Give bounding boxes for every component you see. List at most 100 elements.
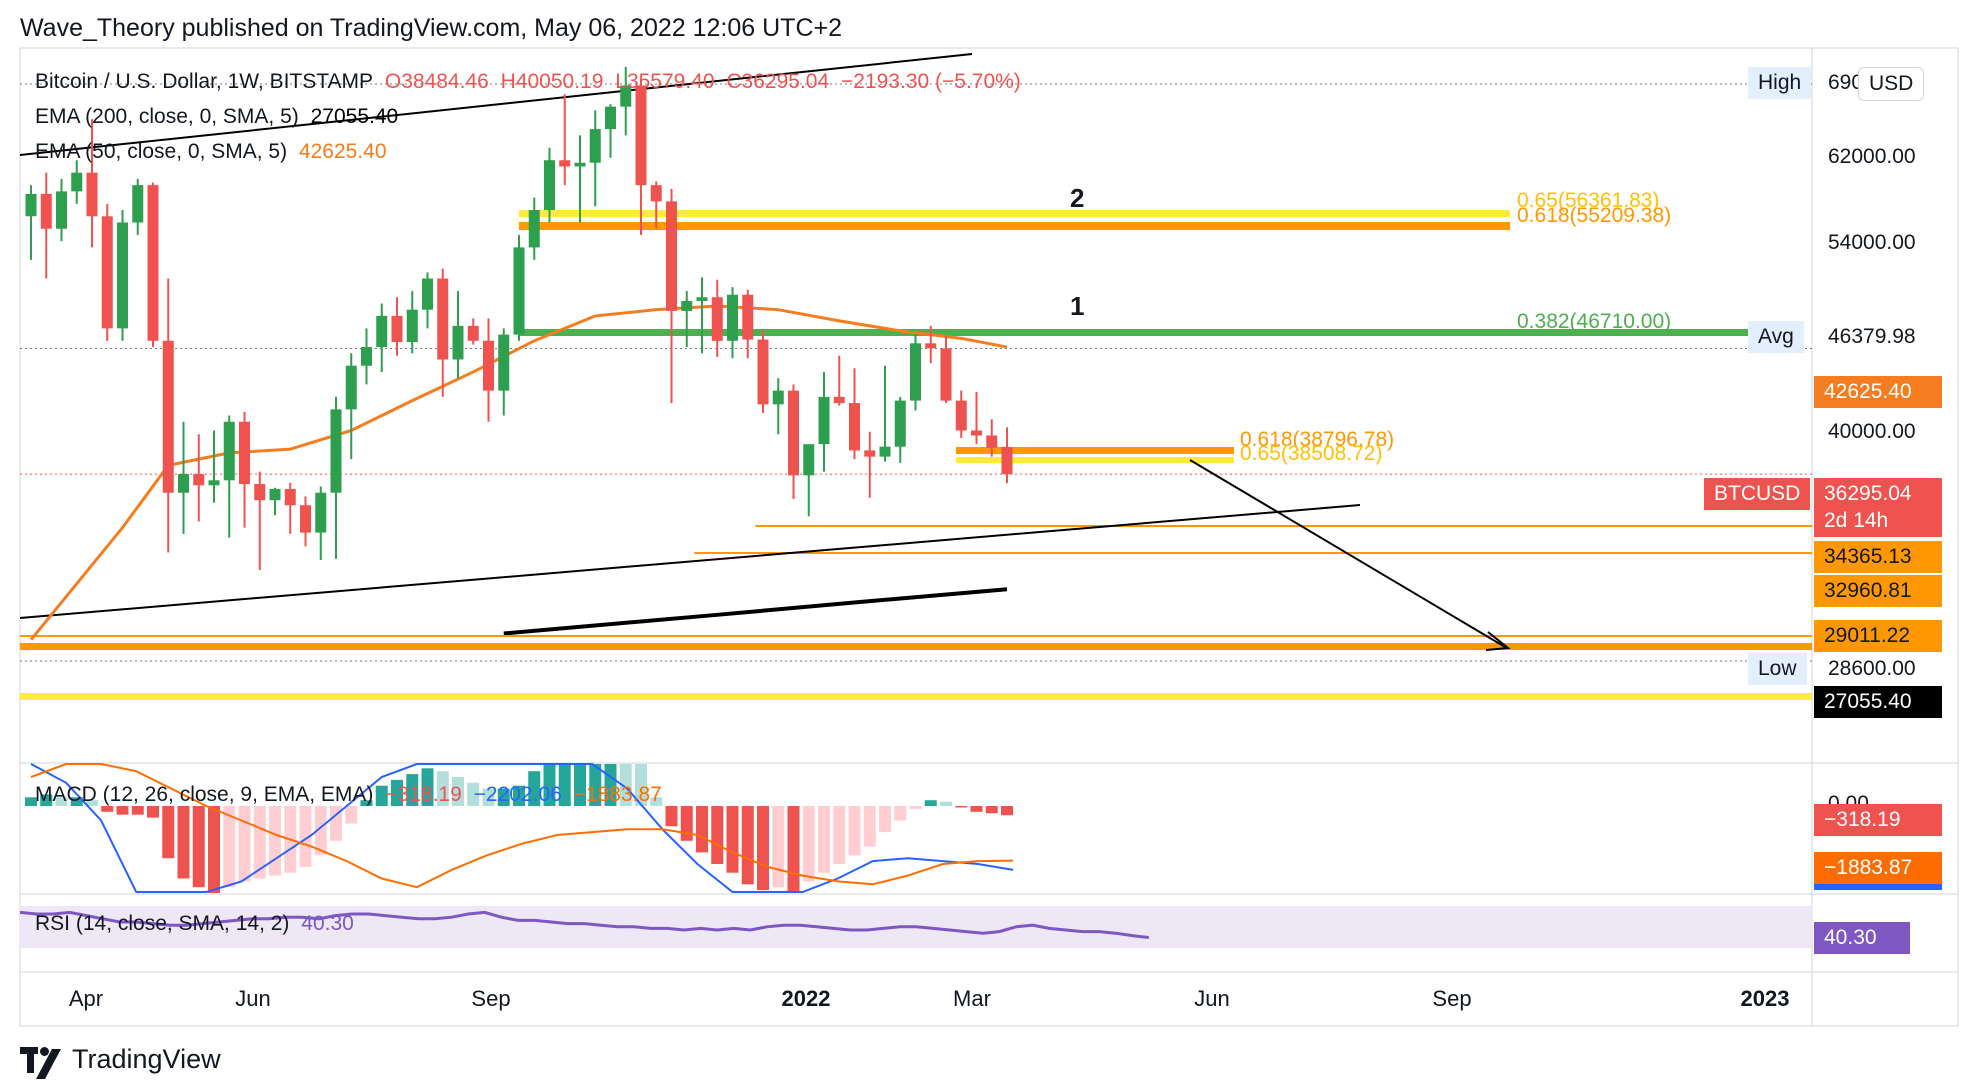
avg-label: Avg (1748, 321, 1804, 353)
high-label: High (1748, 67, 1812, 99)
candle (437, 268, 449, 397)
fib-065-upper-band (519, 210, 1510, 217)
macd-histogram-bar (970, 806, 983, 812)
candle-body (574, 162, 586, 167)
price-tick-54000: 54000.00 (1828, 231, 1916, 254)
ema200-layer (503, 587, 1008, 636)
macd-histogram-bar (208, 806, 220, 893)
time-axis-label: Jun (1194, 986, 1229, 1011)
tradingview-logo-icon (20, 1046, 62, 1079)
candle-body (864, 450, 876, 457)
macd-histogram-bar (436, 771, 449, 806)
legend-macd-signal: −1883.87 (573, 783, 662, 806)
fib-0382-band (519, 329, 1777, 336)
legend-symbol: Bitcoin / U.S. Dollar, 1W, BITSTAMP (35, 70, 374, 93)
candle-body (391, 315, 403, 343)
candle-body (345, 365, 357, 410)
level-tag-29011: 29011.22 (1814, 620, 1942, 652)
candle (742, 289, 754, 359)
macd-histogram-bar (1001, 806, 1013, 816)
legend-ema50-label: EMA (50, close, 0, SMA, 5) (35, 140, 288, 163)
trendline-layer (19, 53, 1511, 651)
candle (589, 110, 601, 207)
macd-histogram-bar (818, 806, 830, 873)
candle-body (56, 191, 67, 229)
projection-arrowhead (1485, 631, 1511, 651)
candle-body (40, 193, 52, 229)
candle-body (528, 210, 540, 248)
candle (513, 234, 525, 341)
macd-histogram-bar (25, 797, 37, 806)
macd-histogram-bar (192, 806, 205, 888)
macd-histogram-bar (391, 779, 403, 806)
legend-symbol-row: Bitcoin / U.S. Dollar, 1W, BITSTAMP O384… (35, 70, 1027, 94)
candle (650, 181, 662, 229)
time-axis-label: Sep (1432, 986, 1471, 1011)
legend-change: −2193.30 (−5.70%) (841, 70, 1021, 93)
macd-histogram-bar (772, 806, 785, 888)
candle (1001, 427, 1013, 484)
legend-ema200-label: EMA (200, close, 0, SMA, 5) (35, 105, 299, 128)
candle (71, 160, 83, 204)
candle-body (940, 348, 952, 401)
macd-histogram-bar (406, 774, 419, 806)
time-axis-label: 2023 (1741, 986, 1790, 1011)
legend-ema200-row: EMA (200, close, 0, SMA, 5) 27055.40 (35, 105, 404, 129)
macd-histogram-bar (909, 806, 922, 809)
candle-body (559, 160, 571, 167)
price-tick-62000: 62000.00 (1828, 145, 1916, 168)
candle-body (910, 343, 921, 401)
fib-065-upper-label: 0.65(56361.83) (1517, 189, 1659, 212)
ema200-price-tag: 27055.40 (1814, 686, 1942, 718)
time-axis-label: Jun (235, 986, 270, 1011)
candle-body (986, 435, 998, 448)
candle (788, 384, 799, 499)
candle (315, 486, 327, 561)
macd-histogram-bar (467, 782, 480, 806)
candle (162, 278, 174, 553)
macd-signal-tag: −1883.87 (1814, 852, 1942, 884)
legend-macd-line: −2202.06 (473, 783, 562, 806)
macd-histogram-bar (619, 764, 632, 806)
macd-layer (25, 763, 1014, 893)
legend-low: L35579.40 (615, 70, 715, 93)
macd-histogram-bar (543, 764, 556, 806)
macd-histogram-bar (879, 806, 891, 833)
macd-histogram-bar (482, 788, 495, 806)
candle-body (818, 396, 830, 445)
candle-body (101, 216, 113, 329)
candle-body (681, 300, 693, 311)
candle (269, 487, 281, 516)
candle-body (589, 129, 601, 163)
currency-button[interactable]: USD (1858, 67, 1925, 101)
candle-body (544, 160, 555, 211)
candle (757, 329, 769, 414)
candle-body (711, 297, 723, 341)
candle (132, 178, 144, 235)
macd-histogram-bar (253, 806, 266, 879)
macd-histogram-bar (940, 801, 952, 806)
candle-body (452, 325, 464, 360)
macd-histogram-bar (238, 806, 251, 882)
candle (879, 365, 891, 462)
candle-body (650, 185, 662, 202)
candle (25, 185, 37, 260)
macd-histogram-bar (757, 806, 769, 891)
candle (178, 421, 189, 534)
symbol-tag: BTCUSD (1704, 478, 1811, 510)
level-tag-32960: 32960.81 (1814, 575, 1942, 607)
candle-body (696, 297, 708, 301)
candle-body (635, 85, 647, 186)
macd-histogram-bar (55, 797, 68, 806)
candle (56, 178, 67, 242)
tradingview-logo[interactable]: TradingView (20, 1044, 221, 1079)
macd-signal-line (30, 763, 1014, 889)
candle-body (833, 396, 845, 404)
candle-body (620, 85, 632, 107)
macd-histogram-bar (894, 806, 907, 821)
tradingview-brand-text: TradingView (72, 1044, 221, 1074)
candle (391, 297, 403, 356)
candle-body (788, 390, 799, 476)
candle (422, 272, 433, 329)
candle (635, 79, 647, 235)
